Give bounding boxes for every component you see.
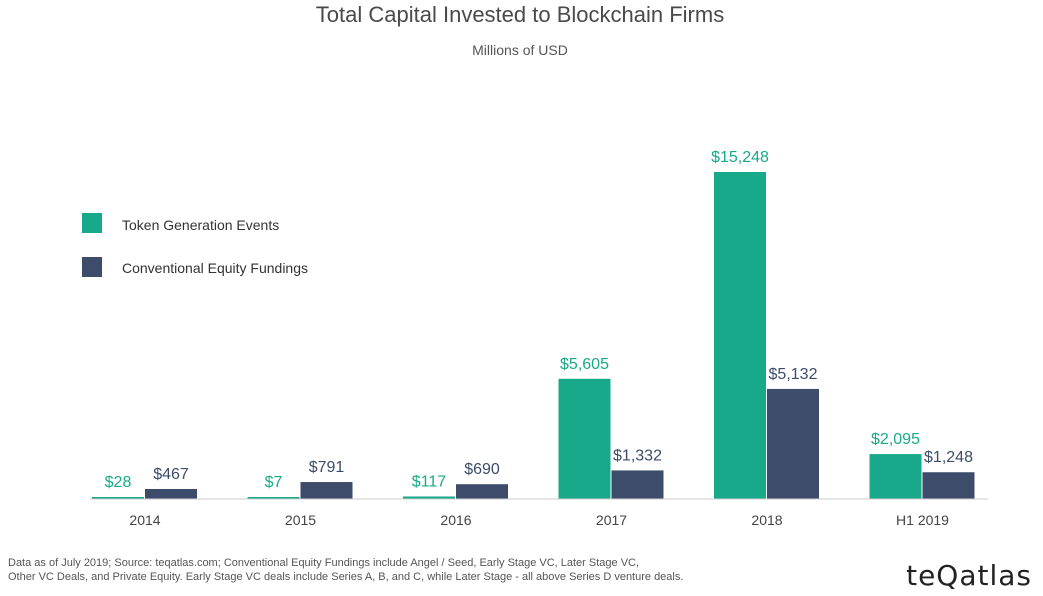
value-label-token-2: $117 — [412, 473, 447, 490]
bar-equity-3 — [611, 470, 664, 499]
bar-token-0 — [92, 497, 144, 499]
legend-swatch-equity — [82, 257, 102, 277]
value-label-equity-1: $791 — [309, 459, 345, 476]
value-label-equity-3: $1,332 — [613, 447, 662, 464]
bar-equity-5 — [922, 472, 975, 499]
legend-swatch-token — [82, 213, 102, 233]
bar-token-3 — [558, 378, 611, 499]
x-tick-label-0: 2014 — [129, 512, 160, 528]
value-label-equity-5: $1,248 — [924, 449, 973, 466]
footnote-line-1: Data as of July 2019; Source: teqatlas.c… — [8, 557, 639, 569]
x-tick-label-2: 2016 — [440, 512, 471, 528]
value-label-equity-2: $690 — [464, 461, 500, 478]
bar-equity-4 — [767, 388, 819, 499]
x-tick-label-4: 2018 — [751, 512, 782, 528]
value-label-token-5: $2,095 — [871, 431, 920, 448]
x-tick-label-5: H1 2019 — [896, 512, 949, 528]
value-label-equity-4: $5,132 — [769, 366, 818, 383]
bar-equity-2 — [456, 484, 508, 499]
bars-group: $28 $467 $7 $791 $117 $690 $5,605 $1,332 $15,248… — [92, 149, 975, 499]
legend: Token Generation Events Conventional Equ… — [82, 213, 308, 277]
bar-token-5 — [869, 454, 922, 499]
legend-label-token: Token Generation Events — [122, 217, 279, 233]
brand-logo: teQatlas — [906, 559, 1032, 592]
x-axis-ticks: 2014 2015 2016 2017 2018 H1 2019 — [129, 512, 949, 528]
bar-equity-1 — [300, 482, 353, 499]
bar-token-2 — [403, 496, 455, 499]
bar-token-4 — [714, 172, 766, 499]
footnote-line-2: Other VC Deals, and Private Equity. Earl… — [8, 571, 683, 583]
chart-title: Total Capital Invested to Blockchain Fir… — [316, 2, 724, 27]
value-label-token-4: $15,248 — [711, 149, 769, 166]
chart-subtitle: Millions of USD — [472, 42, 568, 58]
value-label-token-1: $7 — [265, 474, 283, 491]
value-label-token-3: $5,605 — [560, 356, 609, 373]
bar-token-1 — [247, 497, 300, 499]
value-label-equity-0: $467 — [153, 466, 189, 483]
x-tick-label-3: 2017 — [596, 512, 627, 528]
value-label-token-0: $28 — [105, 474, 132, 491]
legend-label-equity: Conventional Equity Fundings — [122, 260, 308, 276]
x-tick-label-1: 2015 — [285, 512, 316, 528]
bar-equity-0 — [145, 488, 197, 499]
